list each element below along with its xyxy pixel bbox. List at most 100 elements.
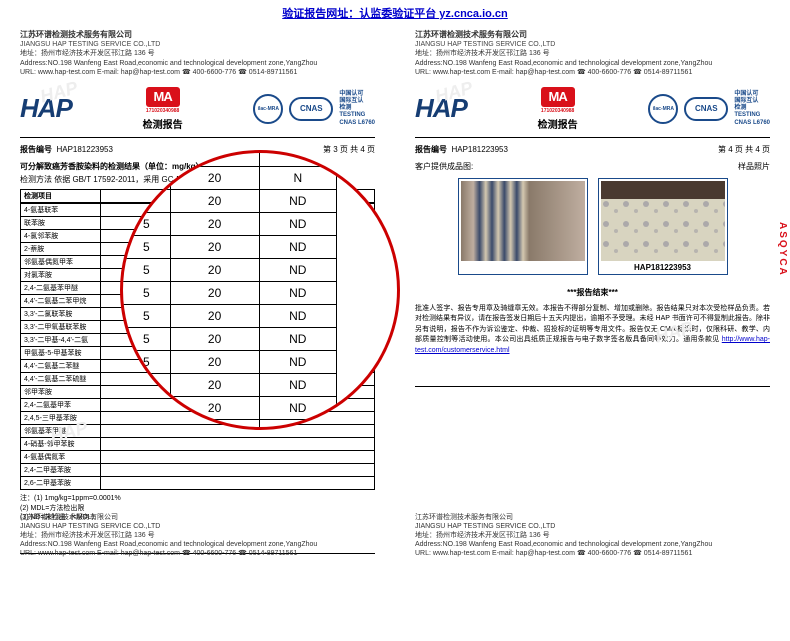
page-header: 江苏环谱检测技术服务有限公司 JIANGSU HAP TESTING SERVI…: [20, 30, 375, 77]
cell-result: ND: [259, 305, 336, 328]
cma-code: 171020340988: [146, 108, 179, 114]
sample-photos: HAP181223953: [415, 178, 770, 275]
cell-result: ND: [259, 374, 336, 397]
ilac-icon: ilac-MRA: [648, 94, 678, 124]
cell-item: 邻氨基苯甲醚: [21, 424, 101, 437]
hap-logo: HAP: [415, 93, 467, 124]
page-header: 江苏环谱检测技术服务有限公司 JIANGSU HAP TESTING SERVI…: [415, 30, 770, 77]
report-no-row: 报告编号 HAP181223953 第 3 页 共 4 页: [20, 144, 375, 155]
report-no-row: 报告编号 HAP181223953 第 4 页 共 4 页: [415, 144, 770, 155]
cell-item: 4-氯邻苯胺: [21, 229, 101, 242]
page-indicator: 第 4 页 共 4 页: [718, 144, 770, 155]
table-row: 邻氨基苯甲醚: [21, 424, 375, 437]
company-name-en: JIANGSU HAP TESTING SERVICE CO.,LTD: [20, 40, 375, 49]
cma-badge-icon: MA: [541, 87, 575, 107]
page-indicator: 第 3 页 共 4 页: [323, 144, 375, 155]
cell-cas: [101, 463, 375, 476]
cell-item: 邻甲苯胺: [21, 385, 101, 398]
report-end-marker: ***报告结束***: [415, 287, 770, 298]
photo-caption: HAP181223953: [601, 263, 725, 272]
cell-mdl: 5: [123, 305, 170, 328]
cell-item: 邻氨基偶氮甲苯: [21, 255, 101, 268]
cell-limit: 20: [170, 213, 259, 236]
cell-item: 4,4'-二氨基二苯醚: [21, 359, 101, 372]
cell-mdl: 5: [123, 282, 170, 305]
cell-result: ND: [259, 213, 336, 236]
cell-limit: 20: [170, 305, 259, 328]
cert-text: 中国认可 国际互认 检测 TESTING CNAS L6760: [339, 91, 375, 127]
report-no: HAP181223953: [451, 145, 508, 154]
report-no: HAP181223953: [56, 145, 113, 154]
company-name-cn: 江苏环谱检测技术服务有限公司: [20, 30, 375, 40]
cell-item: 3,3'-二甲氧基联苯胺: [21, 320, 101, 333]
cell-limit: 20: [170, 282, 259, 305]
cert-group: ilac-MRA CNAS 中国认可 国际互认 检测 TESTING CNAS …: [253, 91, 375, 127]
company-contact: URL: www.hap-test.com E-mail: hap@hap-te…: [20, 68, 375, 77]
cell-mdl: 5: [123, 259, 170, 282]
disclaimer-text: 批准人签字、报告专用章及骑缝章无效。本报告不得部分复制、增加或删除。报告结果只对…: [415, 304, 770, 357]
report-title: 检测报告: [538, 116, 578, 131]
table-row: 520ND: [120, 213, 337, 236]
cma-block: MA 171020340988 检测报告: [143, 87, 183, 131]
report-title: 检测报告: [143, 116, 183, 131]
logo-cert-row: HAP MA 171020340988 检测报告 ilac-MRA CNAS 中…: [20, 87, 375, 131]
fabric-floral-image: [601, 181, 725, 261]
cell-item: 4,4'-二氨基二苯硫醚: [21, 372, 101, 385]
cnas-icon: CNAS: [684, 97, 728, 121]
cell-item: 4-氨基偶氮苯: [21, 450, 101, 463]
verification-link[interactable]: 验证报告网址：认监委验证平台 yz.cnca.io.cn: [282, 8, 508, 20]
cell-item: 2-萘胺: [21, 242, 101, 255]
cell-item: 2,4-二氨基苯甲醚: [21, 281, 101, 294]
th-item: 检测项目: [21, 189, 101, 202]
cell-limit: 20: [170, 236, 259, 259]
cma-code: 171020340988: [541, 108, 574, 114]
cma-badge-icon: MA: [146, 87, 180, 107]
cell-result: ND: [259, 236, 336, 259]
sample-photo: HAP181223953: [598, 178, 728, 275]
table-row: 2,4-二甲基苯胺: [21, 463, 375, 476]
cell-result: N: [259, 167, 336, 190]
page-footer: 江苏环谱检测技术服务有限公司 JIANGSU HAP TESTING SERVI…: [20, 513, 317, 558]
divider: [415, 137, 770, 138]
cell-limit: 20: [170, 259, 259, 282]
table-row: 4-硝基-邻甲苯胺: [21, 437, 375, 450]
table-row: 65-1520ND: [120, 351, 337, 374]
cell-item: 2,4-二甲基苯胺: [21, 463, 101, 476]
table-row: 2,6-二甲基苯胺: [21, 476, 375, 489]
cell-item: 4,4'-二氨基二苯甲烷: [21, 294, 101, 307]
cell-item: 2,4,5-三甲基苯胺: [21, 411, 101, 424]
cnas-icon: CNAS: [289, 97, 333, 121]
perforation-stamp: ASQYCA: [777, 222, 788, 277]
company-addr-cn: 地址：扬州市经济技术开发区邗江路 136 号: [20, 49, 375, 58]
cell-item: 3,3'-二甲基-4,4'-二氨: [21, 333, 101, 346]
cell-cas: [101, 437, 375, 450]
fabric-stripe-image: [461, 181, 585, 261]
table-row: -80-4520ND: [120, 328, 337, 351]
logo-cert-row: HAP MA 171020340988 检测报告 ilac-MRA CNAS 中…: [415, 87, 770, 131]
customer-image-label: 客户提供成品图:: [415, 161, 473, 172]
table-row: -14-4520ND: [120, 305, 337, 328]
cell-mdl: 5: [123, 236, 170, 259]
ilac-icon: ilac-MRA: [253, 94, 283, 124]
cell-result: ND: [259, 282, 336, 305]
cell-cas: [101, 450, 375, 463]
cell-cas: [101, 476, 375, 489]
table-row: -7520ND: [120, 236, 337, 259]
customer-photo: [458, 178, 588, 275]
cell-result: ND: [259, 351, 336, 374]
company-addr-en: Address:NO.198 Wanfeng East Road,economi…: [20, 59, 375, 68]
cma-block: MA 171020340988 检测报告: [538, 87, 578, 131]
cert-text: 中国认可 国际互认 检测 TESTING CNAS L6760: [734, 91, 770, 127]
cell-item: 3,3'-二氯联苯胺: [21, 307, 101, 320]
report-page-4: HAP HAP ASQYCA 江苏环谱检测技术服务有限公司 JIANGSU HA…: [395, 22, 790, 566]
cell-limit: 20: [170, 374, 259, 397]
footer-divider: [415, 386, 770, 387]
cell-item: 2,6-二甲基苯胺: [21, 476, 101, 489]
table-row: 38-0520ND: [120, 259, 337, 282]
cell-result: ND: [259, 328, 336, 351]
cell-limit: 20: [170, 190, 259, 213]
cell-limit: 20: [170, 351, 259, 374]
cell-item: 对氯苯胺: [21, 268, 101, 281]
page-footer: 江苏环谱检测技术服务有限公司 JIANGSU HAP TESTING SERVI…: [415, 513, 712, 558]
cell-item: 联苯胺: [21, 216, 101, 229]
